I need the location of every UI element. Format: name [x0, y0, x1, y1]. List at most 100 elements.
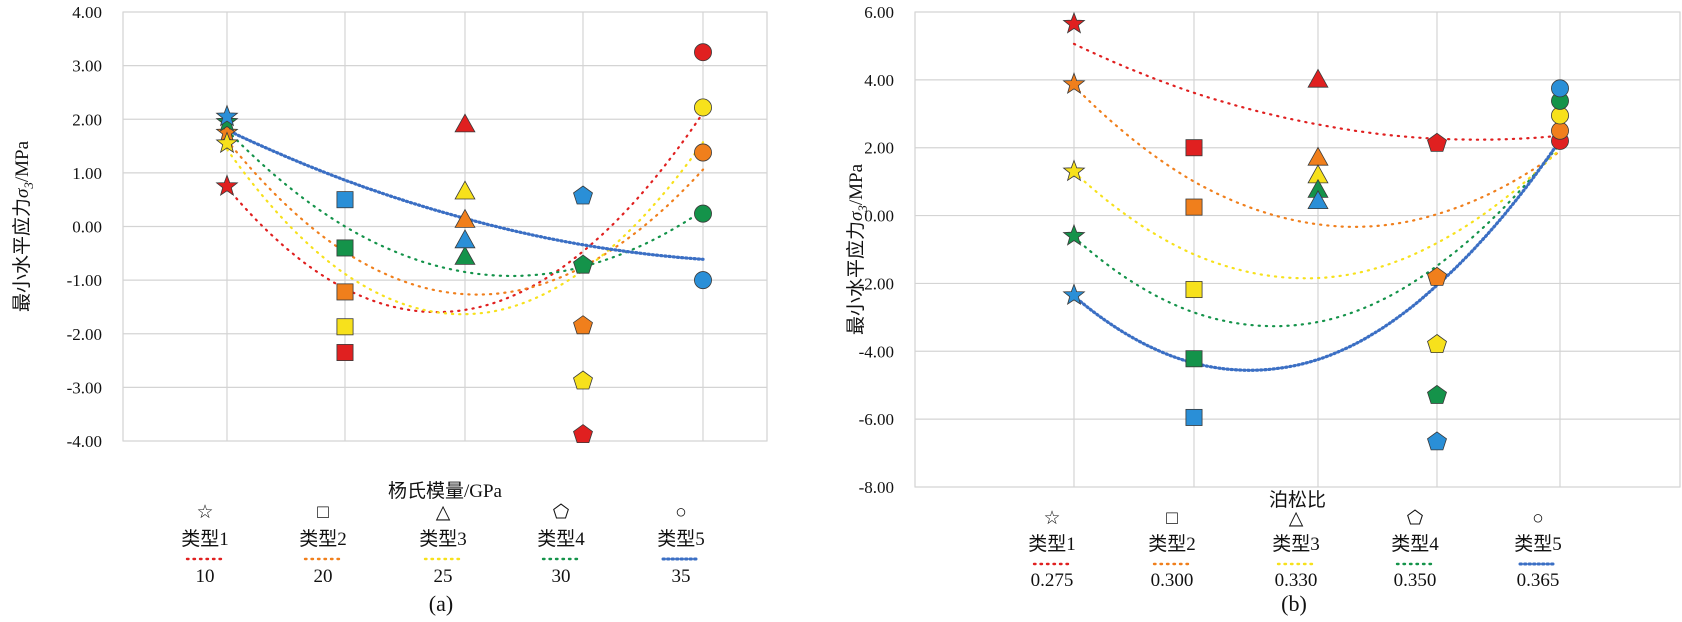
chart-panel-b: 6.00 4.00 2.00 0.00 -2.00 -4.00 -6.00 -8.00 最小水平… — [845, 3, 1681, 616]
y-axis-title: 最小水平应力σ3/MPa — [11, 140, 36, 312]
y-axis-title-unit: /MPa — [846, 163, 867, 205]
data-point-series-1-triangle — [1307, 68, 1329, 88]
data-point-series-1-square — [336, 344, 354, 361]
x-category-label: 30 — [552, 566, 571, 587]
legend-shape-glyph: □ — [317, 502, 329, 523]
data-point-series-5-star — [1062, 283, 1086, 306]
x-axis-title: 泊松比 — [1269, 489, 1326, 511]
trendline-series-4 — [225, 129, 705, 278]
data-point-series-4-circle — [694, 204, 712, 223]
x-category-label: 0.365 — [1517, 570, 1560, 591]
legend-label: 类型5 — [657, 528, 705, 550]
panel-label: (b) — [1281, 591, 1307, 616]
x-category-label: 25 — [434, 566, 453, 587]
y-tick-label: -2.00 — [859, 274, 894, 293]
legend-label: 类型1 — [181, 528, 229, 550]
data-point-series-4-pentagon — [573, 254, 593, 274]
data-point-series-2-triangle — [1307, 146, 1329, 166]
data-point-series-1-star — [1062, 11, 1086, 34]
legend-shape-glyph: △ — [436, 502, 451, 523]
data-point-series-4-pentagon — [1427, 384, 1447, 404]
data-point-series-4-star — [1062, 223, 1086, 246]
data-point-series-1-star — [215, 174, 239, 197]
y-tick-label: -3.00 — [67, 378, 102, 397]
data-point-series-5-square — [336, 191, 354, 209]
markers-b — [1062, 11, 1569, 451]
data-point-series-3-triangle — [454, 180, 476, 200]
data-point-series-3-pentagon — [573, 370, 593, 390]
legend-label: 类型1 — [1028, 533, 1076, 555]
legend-label: 类型2 — [1148, 533, 1196, 555]
x-category-label: 35 — [672, 566, 691, 587]
data-point-series-5-pentagon — [1427, 431, 1447, 451]
trendlines-b — [1072, 42, 1562, 372]
data-point-series-2-circle — [1551, 121, 1569, 140]
data-point-series-5-triangle — [1307, 190, 1329, 210]
legend-label: 类型3 — [1272, 533, 1320, 555]
panel-label: (a) — [429, 591, 453, 616]
data-point-series-3-circle — [694, 98, 712, 117]
y-axis-title-unit: /MPa — [12, 140, 33, 182]
y-axis-title-symbol: σ — [846, 211, 867, 221]
y-tick-label: -4.00 — [67, 432, 102, 451]
legend-label: 类型2 — [299, 528, 347, 550]
data-point-series-2-star — [1062, 72, 1086, 95]
y-axis-title-symbol: σ — [12, 188, 33, 198]
data-point-series-1-pentagon — [573, 424, 593, 444]
y-axis-title-text: 最小水平应力 — [845, 221, 867, 335]
x-category-label: 10 — [196, 566, 215, 587]
trendline-series-1 — [1072, 42, 1562, 141]
data-point-series-5-circle — [1551, 79, 1569, 98]
markers-a — [215, 43, 712, 444]
y-tick-label: -1.00 — [67, 271, 102, 290]
gridlines-b — [915, 11, 1680, 488]
trendline-series-1 — [225, 111, 705, 314]
legend-b: ☆ 类型1 0.275 □ 类型2 0.300 △ 类型3 0.330 ⬠ 类型4 0.350 ○ 类型5… — [1028, 508, 1562, 591]
legend-label: 类型4 — [537, 528, 585, 550]
y-tick-label: 4.00 — [864, 71, 894, 90]
y-axis-title: 最小水平应力σ3/MPa — [845, 163, 870, 335]
x-category-label: 0.300 — [1151, 570, 1194, 591]
y-axis-title-subscript: 3 — [855, 205, 870, 213]
y-tick-label: 4.00 — [72, 3, 102, 22]
y-tick-label: 2.00 — [72, 110, 102, 129]
legend-shape-glyph: ⬠ — [553, 502, 570, 523]
trendline-series-5 — [1072, 138, 1562, 372]
data-point-series-2-triangle — [454, 208, 476, 228]
y-axis-title-subscript: 3 — [21, 182, 36, 190]
legend-shape-glyph: ☆ — [1043, 508, 1060, 529]
data-point-series-5-circle — [694, 271, 712, 290]
data-point-series-3-pentagon — [1427, 334, 1447, 354]
y-tick-label: 6.00 — [864, 3, 894, 22]
x-category-label: 0.350 — [1394, 570, 1437, 591]
trendline-series-3 — [1072, 148, 1562, 280]
trendline-series-4 — [1072, 142, 1562, 328]
legend-label: 类型3 — [419, 528, 467, 550]
y-tick-label: -2.00 — [67, 325, 102, 344]
data-point-series-1-triangle — [454, 113, 476, 133]
data-point-series-4-triangle — [454, 245, 476, 265]
data-point-series-2-square — [1185, 198, 1203, 216]
x-category-label: 0.275 — [1031, 570, 1074, 591]
x-axis-title: 杨氏模量/GPa — [388, 480, 503, 502]
y-tick-label: -8.00 — [859, 478, 894, 497]
y-tick-label: 2.00 — [864, 139, 894, 158]
legend-shape-glyph: △ — [1289, 508, 1304, 529]
y-tick-label: 0.00 — [864, 207, 894, 226]
data-point-series-2-square — [336, 283, 354, 301]
data-point-series-2-circle — [694, 143, 712, 162]
y-axis-title-text: 最小水平应力 — [11, 198, 33, 312]
legend-label: 类型5 — [1514, 533, 1562, 555]
trendline-series-3 — [225, 141, 705, 316]
y-tick-label: 0.00 — [72, 218, 102, 237]
data-point-series-3-square — [336, 318, 354, 336]
legend-shape-glyph: □ — [1166, 508, 1178, 529]
data-point-series-3-square — [1185, 281, 1203, 299]
data-point-series-3-star — [1062, 159, 1086, 182]
legend-shape-glyph: ○ — [1532, 508, 1543, 529]
y-tick-label: -6.00 — [859, 410, 894, 429]
legend-a: ☆ 类型1 10 □ 类型2 20 △ 类型3 25 ⬠ 类型4 30 ○ 类型5 35 — [181, 502, 705, 587]
x-category-label: 0.330 — [1275, 570, 1318, 591]
y-tick-label: 3.00 — [72, 57, 102, 76]
